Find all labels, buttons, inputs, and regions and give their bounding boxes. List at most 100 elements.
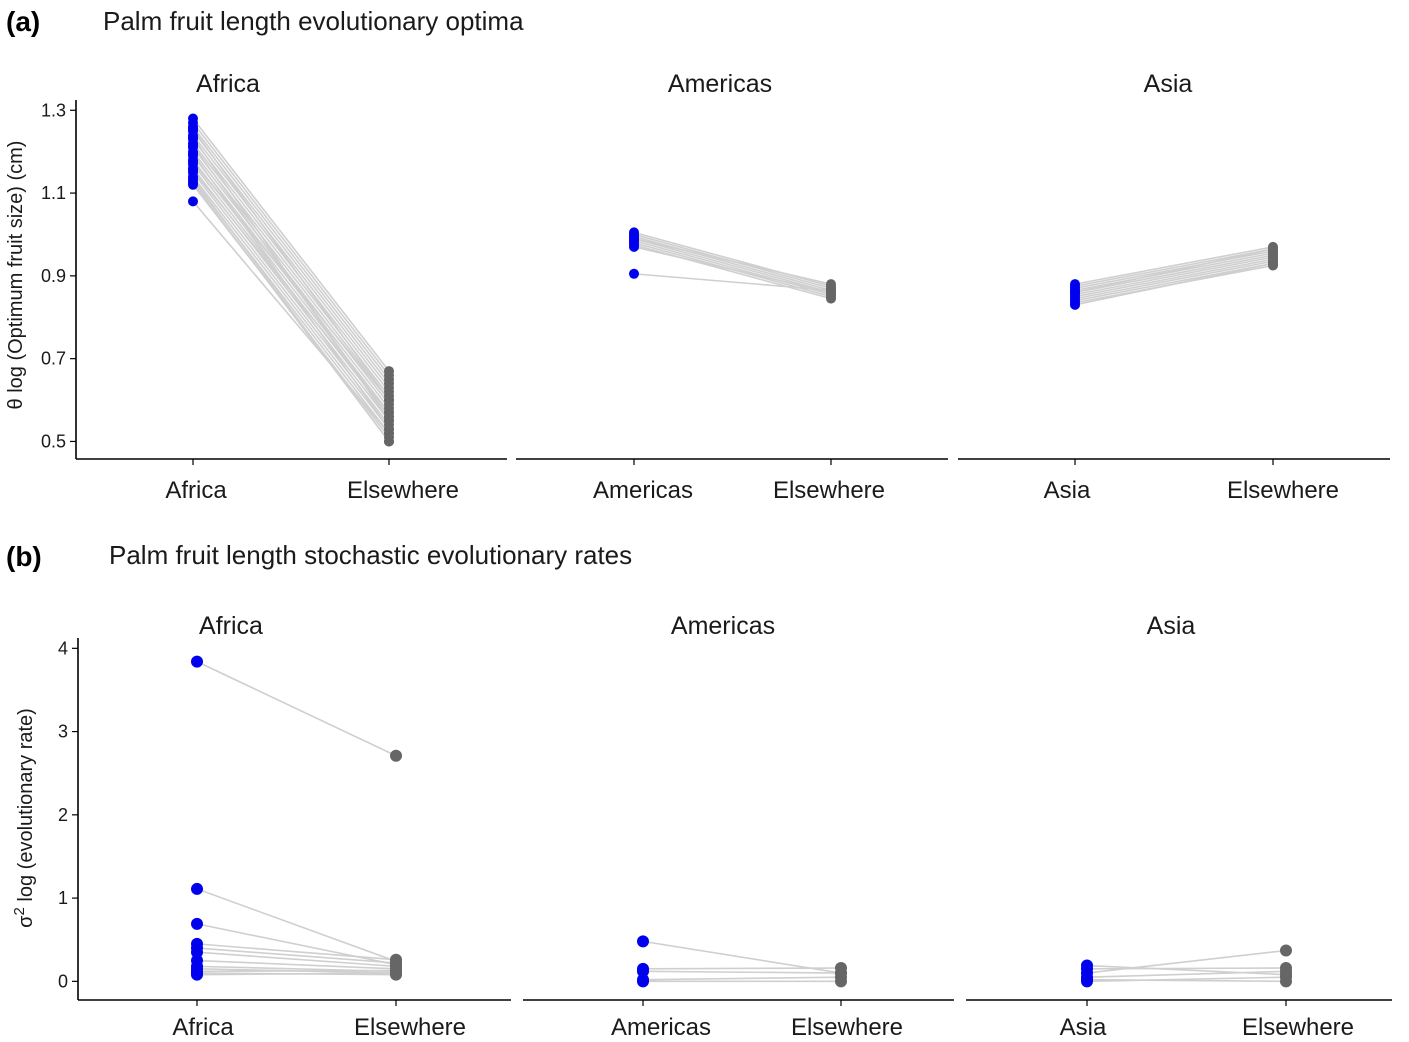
pair-connector-line (1074, 258, 1274, 298)
region-point (191, 917, 203, 930)
pair-connector-line (196, 959, 397, 970)
facet-asia: Asia Asia Elsewhere (958, 70, 1390, 504)
y-tick-label: 0.5 (41, 431, 66, 451)
pair-connector-line (1074, 262, 1274, 306)
region-point (1070, 287, 1080, 298)
facet-asia: Asia Asia Elsewhere (966, 612, 1392, 1041)
pair-connector-line (1074, 260, 1274, 300)
pair-connector-line (196, 972, 397, 976)
x-tick-label: Africa (172, 1014, 234, 1041)
elsewhere-point (1280, 944, 1292, 957)
region-point (188, 132, 198, 143)
panel-a-plot: Africa Africa Elsewhere 0.5 0.7 0.9 1.1 1.3 Amer… (41, 70, 1390, 504)
region-point (637, 973, 649, 986)
pair-connector-line (1086, 964, 1287, 976)
pair-connector-line (633, 237, 832, 285)
y-tick-label: 0 (58, 971, 68, 991)
panel-a-letter: (a) (6, 6, 40, 37)
pair-connector-line (192, 176, 390, 430)
x-tick-label: Elsewhere (791, 1014, 903, 1041)
x-tick-label: Elsewhere (1227, 477, 1339, 504)
elsewhere-point (384, 407, 394, 418)
y-tick-label: 0.9 (41, 266, 66, 286)
elsewhere-point (384, 436, 394, 447)
panel-a-title: Palm fruit length evolutionary optima (103, 6, 524, 36)
region-point (1070, 299, 1080, 310)
facet-title: Africa (199, 612, 263, 640)
facet-title: Asia (1144, 70, 1193, 98)
pair-connector-line (633, 231, 832, 287)
x-tick-label: Elsewhere (773, 477, 885, 504)
x-tick-label: Asia (1060, 1014, 1107, 1041)
pair-connector-line (1074, 248, 1274, 287)
facet-title: Africa (196, 70, 260, 98)
elsewhere-point (384, 395, 394, 406)
elsewhere-point (826, 285, 836, 296)
pair-connector-line (1074, 254, 1274, 294)
pair-connector-line (196, 947, 397, 964)
pair-connector-line (192, 136, 390, 422)
facet-title: Americas (668, 70, 772, 98)
x-tick-label: Elsewhere (347, 477, 459, 504)
region-point (629, 268, 639, 279)
pair-connector-line (1086, 949, 1287, 974)
elsewhere-point (390, 749, 402, 762)
facet-africa: Africa Africa Elsewhere 0 1 2 3 4 (58, 612, 511, 1041)
panel-b-title: Palm fruit length stochastic evolutionar… (109, 540, 632, 570)
pair-connector-line (1086, 976, 1287, 983)
pair-connector-line (633, 246, 832, 294)
pair-connector-line (196, 888, 397, 963)
region-point (188, 157, 198, 168)
pair-connector-line (1086, 967, 1287, 970)
pair-connector-line (633, 239, 832, 296)
pair-connector-line (1074, 246, 1274, 285)
facet-title: Americas (671, 612, 775, 640)
panel-a-y-axis-label: θ log (Optimum fruit size) (cm) (5, 141, 27, 410)
y-tick-label: 1.1 (41, 183, 66, 203)
pair-connector-line (196, 923, 397, 966)
pair-connector-line (642, 970, 842, 974)
y-tick-label: 0.7 (41, 349, 66, 369)
pair-connector-line (642, 967, 842, 970)
x-tick-label: Africa (165, 477, 227, 504)
region-point (191, 968, 203, 981)
pair-connector-line (192, 126, 390, 380)
region-point (637, 965, 649, 978)
region-point (1081, 975, 1093, 988)
pair-connector-line (192, 169, 390, 413)
region-point (188, 148, 198, 159)
region-point (191, 946, 203, 959)
pair-connector-line (1086, 970, 1287, 978)
facet-americas: Americas Americas Elsewhere (516, 70, 948, 504)
elsewhere-point (390, 967, 402, 980)
pair-connector-line (642, 976, 842, 981)
y-tick-label: 1 (58, 888, 68, 908)
pair-connector-line (192, 161, 390, 401)
x-tick-label: Elsewhere (1242, 1014, 1354, 1041)
x-tick-label: Americas (611, 1014, 711, 1041)
pair-connector-line (633, 237, 832, 294)
region-point (629, 233, 639, 244)
panel-b-letter: (b) (6, 541, 42, 572)
region-point (629, 241, 639, 252)
region-point (188, 196, 198, 207)
y-tick-label: 3 (58, 722, 68, 742)
region-point (188, 177, 198, 188)
x-tick-label: Elsewhere (354, 1014, 466, 1041)
pair-connector-line (196, 951, 397, 968)
elsewhere-point (384, 428, 394, 439)
pair-connector-line (192, 122, 390, 376)
facet-title: Asia (1147, 612, 1196, 640)
pair-connector-line (192, 182, 390, 442)
elsewhere-point (835, 971, 847, 984)
pair-connector-line (633, 244, 832, 300)
region-point (191, 655, 203, 668)
pair-connector-line (633, 272, 832, 292)
region-point (188, 140, 198, 151)
y-tick-label: 2 (58, 805, 68, 825)
facet-africa: Africa Africa Elsewhere 0.5 0.7 0.9 1.1 1.3 (41, 70, 507, 504)
pair-connector-line (1074, 256, 1274, 296)
elsewhere-point (1268, 258, 1278, 269)
region-point (637, 935, 649, 948)
